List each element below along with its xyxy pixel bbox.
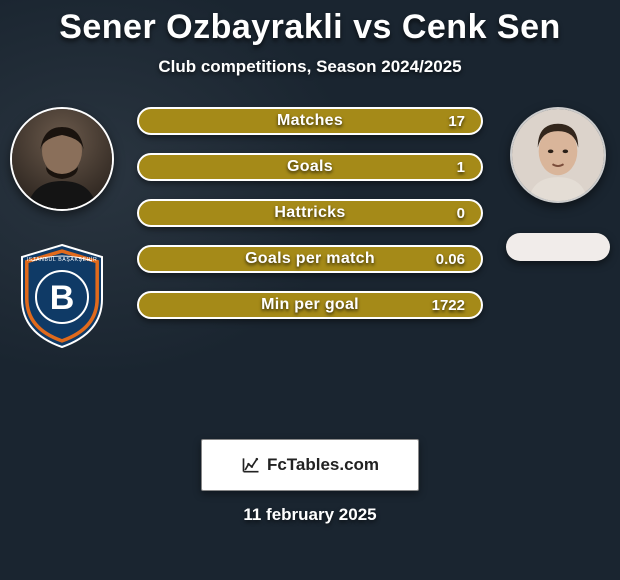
player-right-avatar (510, 107, 606, 203)
stat-value: 17 (448, 113, 465, 130)
stat-value: 0.06 (436, 251, 465, 268)
stat-bar-min-per-goal: Min per goal 1722 (137, 291, 483, 319)
comparison-arena: B ISTANBUL BAŞAKŞEHİR (0, 107, 620, 417)
page-title: Sener Ozbayrakli vs Cenk Sen (0, 0, 620, 47)
stat-bars: Matches 17 Goals 1 Hattricks 0 Goals per… (137, 107, 483, 319)
stat-bar-matches: Matches 17 (137, 107, 483, 135)
player-right-club-placeholder (506, 233, 610, 261)
avatar-placeholder-icon (512, 109, 604, 201)
date-text: 11 february 2025 (0, 505, 620, 525)
subtitle: Club competitions, Season 2024/2025 (0, 57, 620, 77)
avatar-placeholder-icon (12, 109, 112, 209)
source-text: FcTables.com (267, 455, 379, 475)
stat-label: Min per goal (261, 296, 359, 314)
stat-bar-goals: Goals 1 (137, 153, 483, 181)
stat-label: Matches (277, 112, 343, 130)
content-wrapper: Sener Ozbayrakli vs Cenk Sen Club compet… (0, 0, 620, 525)
stat-value: 1 (457, 159, 465, 176)
player-left-club-badge: B ISTANBUL BAŞAKŞEHİR (12, 241, 112, 351)
stat-label: Goals per match (245, 250, 375, 268)
player-right-column (498, 107, 618, 261)
stat-label: Hattricks (274, 204, 345, 222)
stat-label: Goals (287, 158, 333, 176)
stat-bar-goals-per-match: Goals per match 0.06 (137, 245, 483, 273)
player-left-avatar (10, 107, 114, 211)
source-badge: FcTables.com (201, 439, 419, 491)
svg-text:B: B (50, 279, 75, 317)
stat-value: 1722 (432, 297, 465, 314)
club-badge-icon: B ISTANBUL BAŞAKŞEHİR (12, 241, 112, 351)
stat-bar-hattricks: Hattricks 0 (137, 199, 483, 227)
chart-icon (241, 455, 261, 475)
player-left-column: B ISTANBUL BAŞAKŞEHİR (2, 107, 122, 351)
stat-value: 0 (457, 205, 465, 222)
svg-text:ISTANBUL BAŞAKŞEHİR: ISTANBUL BAŞAKŞEHİR (27, 256, 98, 263)
